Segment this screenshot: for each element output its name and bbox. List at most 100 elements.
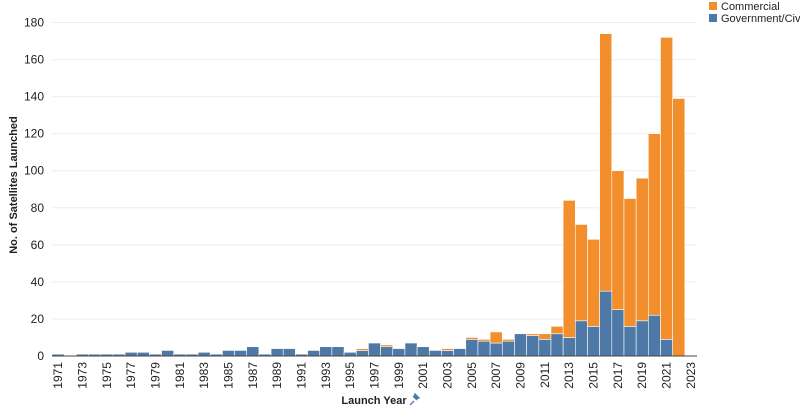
- bar-commercial-2005[interactable]: [465, 337, 479, 340]
- x-tick-label: 1979: [148, 362, 162, 389]
- y-tick-label: 80: [31, 201, 45, 215]
- bar-government-civil-2014[interactable]: [575, 320, 588, 357]
- bar-government-civil-2013[interactable]: [562, 337, 576, 357]
- x-tick-label: 1971: [51, 362, 65, 389]
- bar-commercial-2003[interactable]: [441, 348, 454, 351]
- x-tick-label: 1995: [343, 362, 357, 389]
- legend-label-government-civil: Government/Civil: [721, 13, 800, 25]
- y-tick-label: 140: [24, 90, 44, 104]
- x-axis-ticks: 1971 1973 1975 1977 1979 1981 1983 1985 1987 1989…: [51, 362, 698, 389]
- x-tick-label: 2019: [635, 362, 649, 389]
- legend-item-government-civil[interactable]: Government/Civil: [709, 13, 800, 25]
- bar-commercial-2019[interactable]: [635, 177, 649, 322]
- y-tick-label: 40: [31, 275, 45, 289]
- bar-commercial-2018[interactable]: [623, 198, 637, 327]
- x-tick-label: 1975: [100, 362, 114, 389]
- bar-government-civil-1996[interactable]: [355, 350, 369, 357]
- y-tick-label: 20: [31, 312, 45, 326]
- bar-commercial-2012[interactable]: [550, 326, 564, 335]
- y-tick-label: 0: [37, 349, 44, 363]
- bar-government-civil-1990[interactable]: [282, 348, 296, 357]
- x-tick-label: 2007: [489, 362, 503, 389]
- bar-commercial-1998[interactable]: [380, 344, 394, 348]
- bar-government-civil-1989[interactable]: [270, 348, 284, 357]
- bar-government-civil-2015[interactable]: [587, 326, 600, 357]
- bar-government-civil-1997[interactable]: [368, 342, 381, 357]
- x-tick-label: 1991: [294, 362, 308, 389]
- bar-government-civil-2007[interactable]: [489, 342, 503, 357]
- bar-commercial-2014[interactable]: [575, 224, 588, 322]
- bar-government-civil-1980[interactable]: [161, 350, 174, 357]
- bar-commercial-2015[interactable]: [587, 238, 600, 327]
- bar-commercial-2008[interactable]: [501, 339, 515, 342]
- bar-government-civil-2016[interactable]: [599, 290, 613, 357]
- x-tick-label: 2009: [514, 362, 528, 389]
- bar-government-civil-1993[interactable]: [319, 346, 333, 357]
- x-tick-label: 1977: [124, 362, 138, 389]
- bar-government-civil-1983[interactable]: [197, 351, 211, 357]
- legend-swatch-government-civil: [709, 14, 717, 22]
- bar-commercial-1996[interactable]: [355, 348, 369, 351]
- x-tick-label: 2023: [684, 362, 698, 389]
- legend-label-commercial: Commercial: [721, 1, 780, 13]
- bar-government-civil-2008[interactable]: [501, 340, 515, 357]
- bar-commercial-2017[interactable]: [611, 170, 625, 310]
- x-tick-label: 1997: [368, 362, 382, 389]
- x-tick-label: 1985: [221, 362, 235, 389]
- bar-government-civil-1998[interactable]: [380, 346, 394, 357]
- x-tick-label: 2011: [538, 362, 552, 388]
- bar-commercial-2020[interactable]: [648, 133, 661, 316]
- legend: Commercial Government/Civil: [709, 1, 800, 25]
- x-tick-label: 2005: [465, 362, 479, 389]
- bar-government-civil-2012[interactable]: [550, 333, 564, 357]
- x-axis-title: Launch Year: [341, 395, 407, 407]
- bar-commercial-2006[interactable]: [477, 339, 491, 342]
- x-tick-label: 2021: [660, 362, 674, 389]
- bar-government-civil-2019[interactable]: [635, 320, 649, 357]
- bar-government-civil-2018[interactable]: [623, 326, 637, 357]
- bar-commercial-2011[interactable]: [538, 333, 552, 340]
- x-tick-label: 1999: [392, 362, 406, 389]
- bar-government-civil-1994[interactable]: [331, 346, 345, 357]
- x-tick-label: 1981: [173, 362, 187, 389]
- bar-government-civil-2001[interactable]: [416, 346, 430, 357]
- bar-government-civil-1992[interactable]: [307, 350, 321, 357]
- bar-government-civil-2003[interactable]: [441, 350, 454, 357]
- bars: [51, 33, 686, 357]
- bar-government-civil-1987[interactable]: [246, 346, 260, 357]
- bar-government-civil-2021[interactable]: [660, 339, 673, 357]
- bar-commercial-2010[interactable]: [526, 333, 540, 336]
- bar-commercial-2013[interactable]: [562, 200, 576, 338]
- bar-government-civil-2010[interactable]: [526, 335, 540, 357]
- y-tick-label: 100: [24, 164, 44, 178]
- bar-government-civil-2011[interactable]: [538, 339, 552, 357]
- bar-government-civil-1977[interactable]: [124, 351, 138, 357]
- bar-government-civil-2006[interactable]: [477, 340, 491, 357]
- x-tick-label: 1993: [319, 362, 333, 389]
- y-tick-label: 180: [24, 16, 44, 30]
- bar-government-civil-1995[interactable]: [343, 351, 357, 357]
- bar-government-civil-2000[interactable]: [404, 342, 418, 357]
- bar-government-civil-1985[interactable]: [222, 350, 235, 357]
- y-tick-label: 60: [31, 238, 45, 252]
- bar-commercial-2007[interactable]: [489, 331, 503, 344]
- bar-government-civil-2009[interactable]: [514, 333, 527, 357]
- x-tick-label: 1983: [197, 362, 211, 389]
- bar-government-civil-2004[interactable]: [453, 348, 467, 357]
- bar-government-civil-1999[interactable]: [392, 348, 406, 357]
- bar-government-civil-2002[interactable]: [428, 350, 442, 357]
- bar-commercial-2016[interactable]: [599, 33, 613, 292]
- bar-commercial-2022[interactable]: [672, 98, 686, 357]
- bar-government-civil-1978[interactable]: [136, 351, 150, 357]
- x-tick-label: 1973: [75, 362, 89, 389]
- y-tick-label: 160: [24, 53, 44, 67]
- bar-government-civil-2017[interactable]: [611, 309, 625, 357]
- pin-icon[interactable]: [409, 392, 421, 406]
- bar-government-civil-1986[interactable]: [234, 350, 248, 357]
- bar-commercial-2021[interactable]: [660, 37, 673, 340]
- legend-item-commercial[interactable]: Commercial: [709, 1, 780, 13]
- bar-government-civil-2005[interactable]: [465, 339, 479, 357]
- x-tick-label: 1989: [270, 362, 284, 389]
- bar-government-civil-2020[interactable]: [648, 314, 661, 357]
